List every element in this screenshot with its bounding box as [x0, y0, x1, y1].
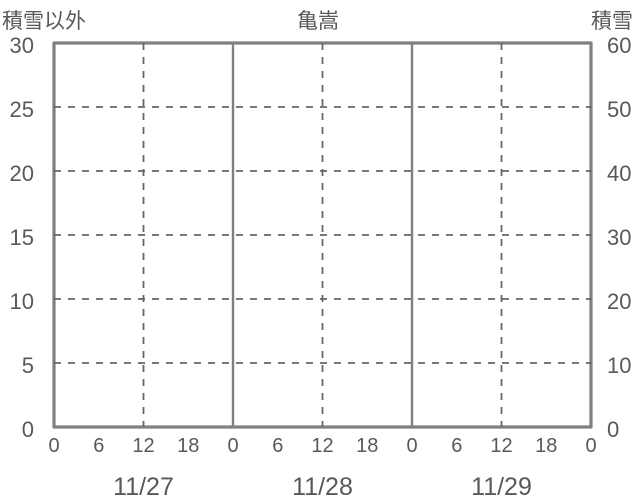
svg-text:15: 15 [10, 225, 34, 250]
svg-text:6: 6 [272, 435, 283, 457]
svg-text:0: 0 [227, 435, 238, 457]
svg-text:18: 18 [535, 435, 557, 457]
svg-text:25: 25 [10, 97, 34, 122]
svg-text:11/27: 11/27 [113, 473, 174, 501]
svg-text:60: 60 [607, 33, 631, 58]
svg-text:10: 10 [10, 289, 34, 314]
svg-text:6: 6 [93, 435, 104, 457]
svg-text:10: 10 [607, 353, 631, 378]
svg-text:11/28: 11/28 [292, 473, 353, 501]
svg-text:5: 5 [22, 353, 34, 378]
svg-text:20: 20 [607, 289, 631, 314]
svg-text:12: 12 [132, 435, 154, 457]
svg-text:12: 12 [311, 435, 333, 457]
svg-text:30: 30 [607, 225, 631, 250]
svg-text:6: 6 [451, 435, 462, 457]
svg-text:11/29: 11/29 [471, 473, 532, 501]
svg-text:0: 0 [406, 435, 417, 457]
svg-text:0: 0 [48, 435, 59, 457]
svg-text:0: 0 [22, 417, 34, 442]
svg-text:0: 0 [585, 435, 596, 457]
svg-text:20: 20 [10, 161, 34, 186]
svg-text:18: 18 [356, 435, 378, 457]
svg-text:18: 18 [177, 435, 199, 457]
svg-text:50: 50 [607, 97, 631, 122]
svg-text:40: 40 [607, 161, 631, 186]
svg-text:12: 12 [490, 435, 512, 457]
svg-text:0: 0 [607, 417, 619, 442]
svg-text:30: 30 [10, 33, 34, 58]
